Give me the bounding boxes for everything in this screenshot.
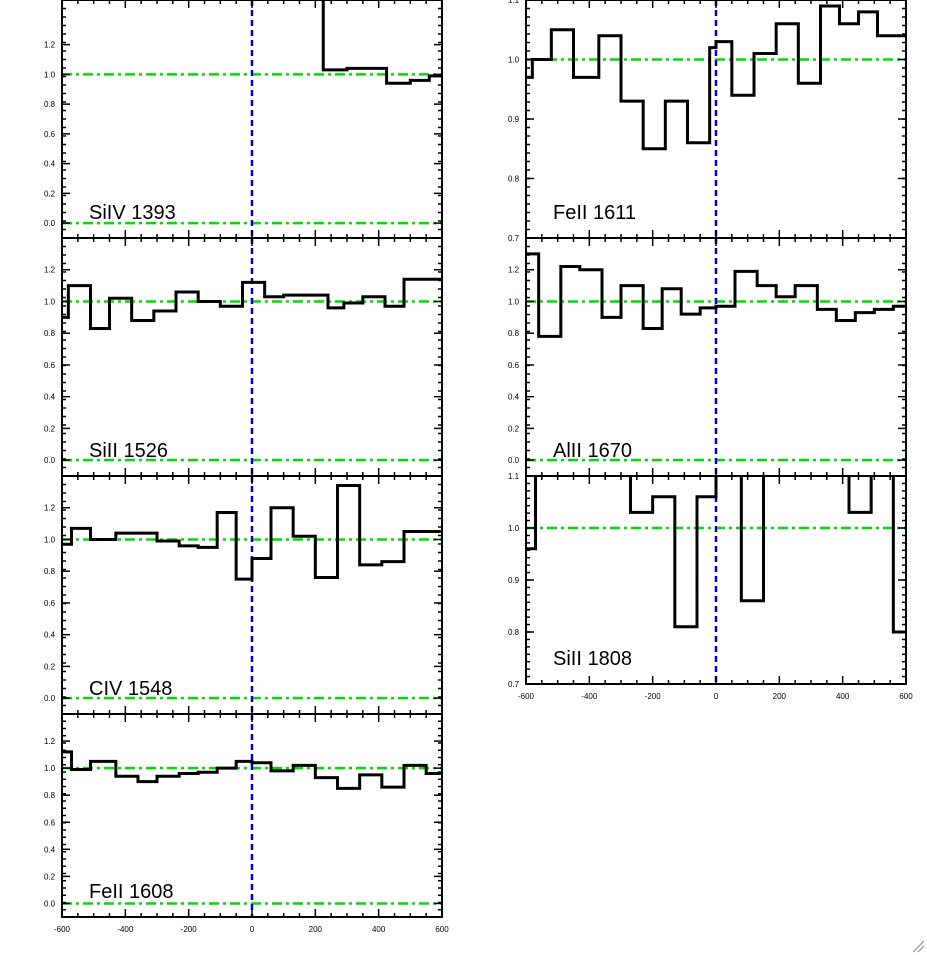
- spectrum-feii-1611: [526, 4, 906, 151]
- plot-area-feii-1608: [62, 714, 442, 917]
- y-tick-label: 0.2: [508, 424, 520, 433]
- panel-siiv-1393: 0.0 0.2 0.4 0.6 0.8 1.0 1.2 SiIV 1393: [44, 0, 443, 239]
- x-tick-label: 200: [309, 925, 323, 934]
- panel-feii-1608: 0.0 0.2 0.4 0.6 0.8 1.0 1.2 -600 -400 -200 0 200 400…: [44, 713, 449, 934]
- plot-area-siiv-1393: [62, 0, 442, 238]
- y-tick-label: 0.8: [508, 329, 520, 338]
- x-tick-label: 400: [836, 692, 850, 701]
- panel-label-alii-1670: AlII 1670: [553, 440, 632, 462]
- y-tick-label: 0.8: [44, 329, 56, 338]
- y-tick-label: 0.4: [44, 393, 56, 402]
- x-tick-label: -400: [117, 925, 134, 934]
- panel-label-civ-1548: CIV 1548: [89, 678, 172, 700]
- y-tick-label: 0.0: [44, 456, 56, 465]
- x-tick-label: 200: [773, 692, 787, 701]
- x-tick-label: -200: [181, 925, 198, 934]
- y-tick-label: 0.4: [44, 631, 56, 640]
- y-tick-label: 1.1: [508, 472, 520, 481]
- plot-area-feii-1611: [526, 0, 906, 238]
- y-tick-label: 0.6: [44, 818, 56, 827]
- y-tick-label: 0.2: [44, 424, 56, 433]
- panel-siii-1526: 0.0 0.2 0.4 0.6 0.8 1.0 1.2 SiII 1526: [44, 237, 443, 477]
- y-tick-label: 0.8: [44, 100, 56, 109]
- y-tick-label: 0.9: [508, 115, 520, 124]
- plot-area-civ-1548: [62, 476, 442, 714]
- y-tick-label: 1.0: [44, 297, 56, 306]
- panel-label-siiv-1393: SiIV 1393: [89, 202, 176, 224]
- y-tick-label: 0.2: [44, 189, 56, 198]
- y-tick-label: 0.7: [508, 680, 520, 689]
- y-tick-label: 0.0: [44, 899, 56, 908]
- y-tick-label: 1.2: [44, 266, 56, 275]
- panel-civ-1548: 0.0 0.2 0.4 0.6 0.8 1.0 1.2 CIV 1548: [44, 475, 443, 715]
- y-tick-label: 0.9: [508, 576, 520, 585]
- panel-label-siii-1526: SiII 1526: [89, 440, 168, 462]
- y-tick-label: 0.8: [44, 567, 56, 576]
- x-tick-label: -200: [645, 692, 662, 701]
- plot-area-alii-1670: [526, 238, 906, 476]
- y-tick-label: 0.0: [508, 456, 520, 465]
- panel-siii-1808: 0.7 0.8 0.9 1.0 1.1 -600 -400 -200 0 200 400 600 SiI…: [508, 472, 913, 701]
- panel-label-siii-1808: SiII 1808: [553, 648, 632, 670]
- x-tick-label: 400: [372, 925, 386, 934]
- y-tick-label: 1.0: [508, 56, 520, 65]
- x-tick-label: 600: [435, 925, 449, 934]
- y-tick-label: 1.0: [508, 524, 520, 533]
- y-tick-label: 1.0: [44, 535, 56, 544]
- y-tick-label: 0.8: [44, 791, 56, 800]
- spectrum-alii-1670: [526, 252, 906, 338]
- y-tick-label: 1.0: [44, 70, 56, 79]
- y-tick-label: 1.2: [44, 41, 56, 50]
- y-tick-label: 1.2: [508, 266, 520, 275]
- y-tick-label: 1.2: [44, 737, 56, 746]
- y-tick-label: 1.2: [44, 504, 56, 513]
- y-tick-label: 0.0: [44, 694, 56, 703]
- spectrum-feii-1608: [62, 750, 442, 790]
- y-tick-label: 0.8: [508, 628, 520, 637]
- y-tick-label: 0.4: [508, 393, 520, 402]
- resize-grip-icon[interactable]: [911, 939, 925, 953]
- y-tick-label: 0.6: [508, 361, 520, 370]
- y-tick-label: 1.0: [44, 764, 56, 773]
- plot-area-siii-1808: [526, 476, 906, 684]
- spectrum-siiv-1393: [321, 0, 442, 85]
- spectrum-siii-1808: [526, 476, 906, 634]
- spectrum-siii-1526: [62, 277, 442, 330]
- x-tick-label: -600: [54, 925, 71, 934]
- y-tick-label: 0.6: [44, 599, 56, 608]
- y-tick-label: 0.2: [44, 872, 56, 881]
- y-tick-label: 0.2: [44, 662, 56, 671]
- y-tick-label: 0.4: [44, 160, 56, 169]
- panel-label-feii-1608: FeII 1608: [89, 881, 174, 903]
- y-tick-label: 0.6: [44, 130, 56, 139]
- y-tick-label: 0.6: [44, 361, 56, 370]
- y-tick-label: 1.0: [508, 297, 520, 306]
- x-tick-label: 0: [250, 925, 255, 934]
- x-tick-label: -600: [518, 692, 535, 701]
- y-tick-label: 1.1: [508, 0, 520, 5]
- panel-label-feii-1611: FeII 1611: [553, 202, 636, 224]
- x-tick-label: -400: [581, 692, 598, 701]
- x-tick-label: 600: [899, 692, 913, 701]
- y-tick-label: 0.4: [44, 845, 56, 854]
- plot-area-siii-1526: [62, 238, 442, 476]
- panel-alii-1670: 0.0 0.2 0.4 0.6 0.8 1.0 1.2 AlII 1670: [508, 237, 907, 477]
- y-tick-label: 0.0: [44, 219, 56, 228]
- y-tick-label: 0.8: [508, 175, 520, 184]
- spectrum-civ-1548: [62, 484, 442, 581]
- y-tick-label: 0.7: [508, 234, 520, 243]
- x-tick-label: 0: [714, 692, 719, 701]
- panel-feii-1611: 0.7 0.8 0.9 1.0 1.1 FeII 1611: [508, 0, 907, 243]
